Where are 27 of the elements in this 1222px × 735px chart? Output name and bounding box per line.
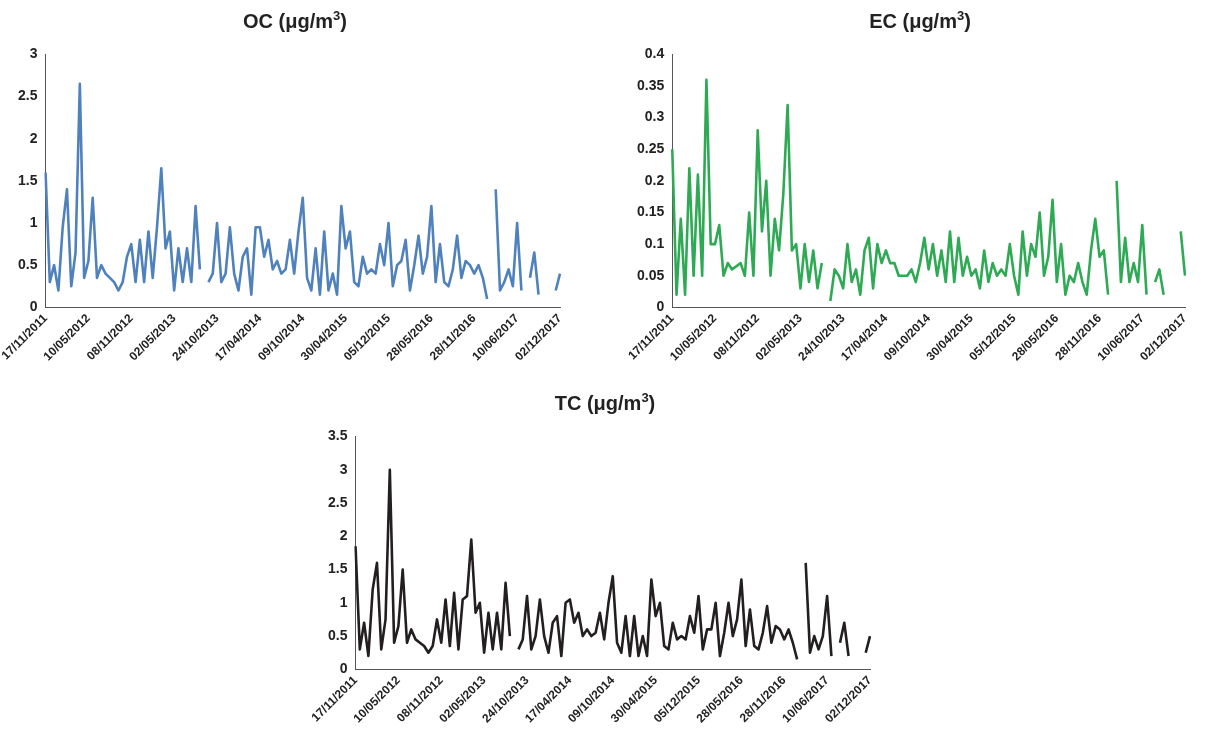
y-tick-label: 0 (29, 298, 38, 315)
y-tick-label: 0.4 (644, 45, 665, 62)
y-tick-label: 1.5 (18, 171, 38, 188)
chart-title: EC (μg/m$^{3}$) (868, 7, 972, 34)
y-tick-label: 2.5 (328, 493, 348, 510)
y-tick-label: 1 (29, 213, 38, 230)
y-tick-label: 0.35 (637, 76, 665, 93)
y-tick-label: 0 (656, 298, 665, 315)
y-tick-label: 3.5 (328, 427, 348, 444)
y-tick-label: 0.2 (644, 171, 665, 188)
y-tick-label: 0.1 (644, 234, 665, 251)
y-tick-label: 1 (339, 593, 348, 610)
y-tick-label: 2 (29, 129, 38, 146)
y-tick-label: 0.5 (328, 626, 348, 643)
y-tick-label: 1.5 (328, 560, 348, 577)
y-tick-label: 2.5 (18, 87, 38, 104)
y-tick-label: 0 (339, 660, 348, 677)
y-tick-label: 3 (29, 45, 38, 62)
y-tick-label: 0.15 (637, 203, 665, 220)
chart-title: TC (μg/m$^{3}$) (553, 389, 657, 416)
y-tick-label: 0.5 (18, 256, 38, 273)
y-tick-label: 0.25 (637, 140, 665, 157)
chart-title: OC (μg/m$^{3}$) (242, 7, 348, 34)
y-tick-label: 0.3 (644, 108, 665, 125)
y-tick-label: 2 (339, 527, 348, 544)
y-tick-label: 0.05 (637, 266, 665, 283)
y-tick-label: 3 (339, 460, 348, 477)
